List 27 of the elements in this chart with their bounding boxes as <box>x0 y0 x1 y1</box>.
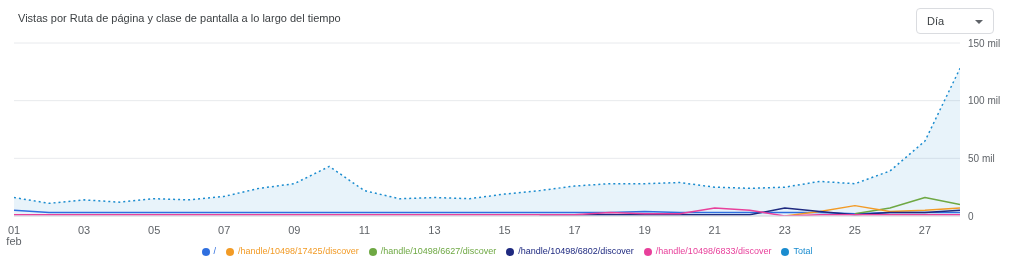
x-tick-label: 15 <box>498 224 511 236</box>
legend-label: /handle/10498/6627/discover <box>380 246 497 256</box>
chart-title: Vistas por Ruta de página y clase de pantalla a lo largo del tiempo <box>18 12 341 24</box>
text: Día <box>916 8 994 34</box>
legend-label: /handle/10498/17425/discover <box>238 246 359 256</box>
x-tick-label: 07 <box>218 224 231 236</box>
x-tick-label: 27 <box>918 224 932 236</box>
legend-label: / <box>213 246 217 256</box>
x-tick-label: 13 <box>428 224 441 236</box>
x-tick-label: 01 feb <box>6 224 22 247</box>
x-tick-label: 23 <box>778 224 791 236</box>
line-series <box>854 196 960 215</box>
x-tick-label: 21 <box>708 224 721 236</box>
x-tick-label: 19 <box>638 224 651 236</box>
legend-label: /handle/10498/6802/discover <box>518 246 634 256</box>
y-tick-label: 100 mil <box>968 95 1001 107</box>
x-tick-label: 05 <box>148 224 161 236</box>
x-tick-label: 11 <box>358 224 371 236</box>
x-tick-label: 09 <box>288 224 301 236</box>
y-tick-label: 150 mil <box>968 37 1001 49</box>
y-tick-label: 0 <box>968 210 974 222</box>
legend-label: Total <box>793 246 813 256</box>
x-tick-label: 17 <box>568 224 581 236</box>
y-tick-label: 50 mil <box>968 152 995 164</box>
x-tick-label: 03 <box>77 224 91 236</box>
legend-label: /handle/10498/6833/discover <box>655 246 772 256</box>
x-tick-label: 25 <box>848 224 862 236</box>
